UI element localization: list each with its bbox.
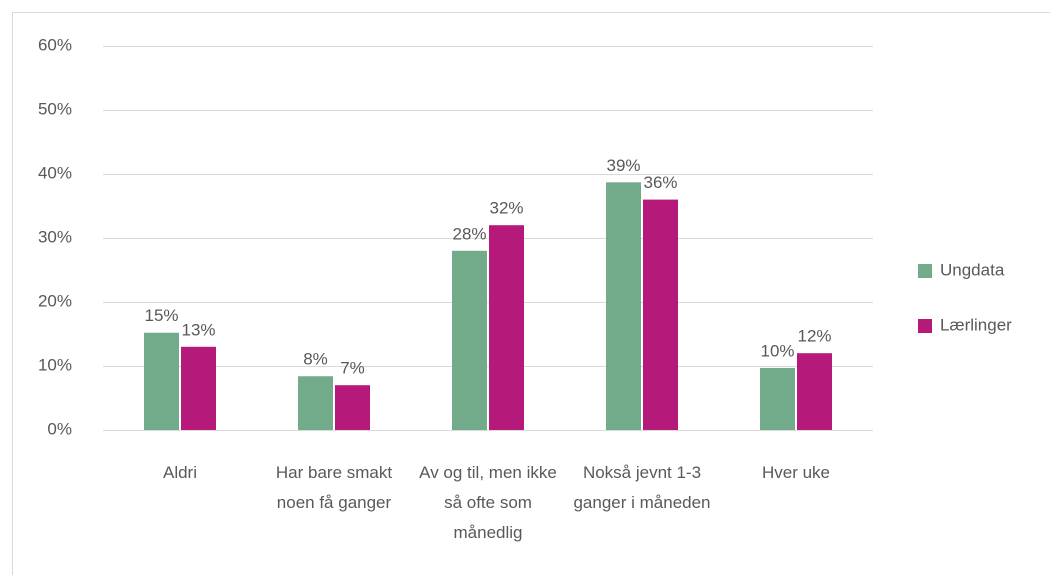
legend-label: Lærlinger xyxy=(940,315,1012,334)
bar xyxy=(643,199,678,430)
y-tick-label: 10% xyxy=(38,355,72,374)
x-tick-label: Aldri xyxy=(162,463,197,482)
legend-label: Ungdata xyxy=(940,260,1005,279)
value-label: 7% xyxy=(340,359,365,378)
bar xyxy=(606,182,641,430)
y-tick-label: 50% xyxy=(38,99,72,118)
y-tick-label: 30% xyxy=(38,227,72,246)
value-label: 13% xyxy=(181,320,215,339)
legend-swatch xyxy=(918,319,932,333)
bar xyxy=(181,346,216,430)
y-tick-label: 60% xyxy=(38,35,72,54)
bar xyxy=(489,225,524,430)
value-label: 28% xyxy=(452,224,486,243)
value-label: 8% xyxy=(303,350,328,369)
bar xyxy=(797,353,832,430)
x-tick-label: Av og til, men ikke så ofte som månedlig xyxy=(419,463,557,542)
bar xyxy=(760,367,795,430)
chart-border xyxy=(12,12,1050,575)
x-tick-label: Har bare smakt noen få ganger xyxy=(275,463,393,512)
bar xyxy=(452,250,487,430)
bar xyxy=(298,376,333,430)
value-label: 12% xyxy=(797,327,831,346)
value-label: 32% xyxy=(489,199,523,218)
y-tick-label: 20% xyxy=(38,291,72,310)
value-label: 10% xyxy=(760,341,794,360)
value-label: 15% xyxy=(144,306,178,325)
y-tick-label: 0% xyxy=(47,419,72,438)
bar xyxy=(335,385,370,430)
y-tick-label: 40% xyxy=(38,163,72,182)
bar xyxy=(144,332,179,430)
x-tick-label: Nokså jevnt 1-3 ganger i måneden xyxy=(573,463,711,512)
x-tick-label: Hver uke xyxy=(761,463,831,482)
legend-swatch xyxy=(918,264,932,278)
value-label: 36% xyxy=(643,173,677,192)
value-label: 39% xyxy=(606,156,640,175)
